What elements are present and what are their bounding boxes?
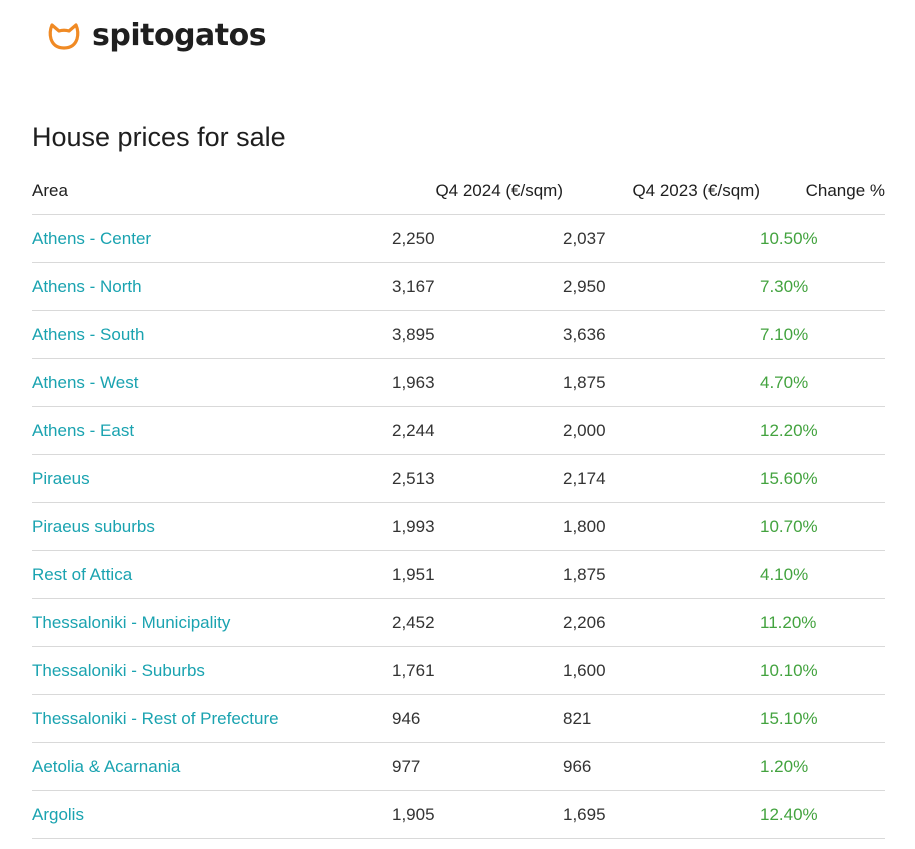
q4-2023-cell: 966 xyxy=(563,742,760,791)
area-link[interactable]: Rest of Attica xyxy=(32,564,133,584)
q4-2023-cell: 1,800 xyxy=(563,502,760,551)
q4-2024-cell: 977 xyxy=(392,742,563,791)
q4-2024-cell: 2,513 xyxy=(392,454,563,503)
area-link[interactable]: Thessaloniki - Rest of Prefecture xyxy=(32,708,279,728)
table-row: Athens - West 1,963 1,875 4.70% xyxy=(32,358,885,407)
q4-2024-cell: 1,963 xyxy=(392,358,563,407)
q4-2023-cell: 2,037 xyxy=(563,214,760,263)
area-cell: Athens - North xyxy=(32,262,392,311)
q4-2023-cell: 1,600 xyxy=(563,646,760,695)
q4-2024-cell: 946 xyxy=(392,694,563,743)
area-link[interactable]: Piraeus xyxy=(32,468,90,488)
change-cell: 10.50% xyxy=(760,214,885,263)
q4-2023-cell: 2,950 xyxy=(563,262,760,311)
area-cell: Athens - South xyxy=(32,310,392,359)
house-prices-table: Area Q4 2024 (€/sqm) Q4 2023 (€/sqm) Cha… xyxy=(32,168,885,839)
header-area: Area xyxy=(32,168,392,215)
table-row: Athens - Center 2,250 2,037 10.50% xyxy=(32,214,885,263)
area-link[interactable]: Athens - North xyxy=(32,276,142,296)
area-cell: Thessaloniki - Suburbs xyxy=(32,646,392,695)
change-cell: 10.10% xyxy=(760,646,885,695)
area-link[interactable]: Piraeus suburbs xyxy=(32,516,155,536)
q4-2024-cell: 1,905 xyxy=(392,790,563,839)
q4-2023-cell: 1,875 xyxy=(563,358,760,407)
area-cell: Argolis xyxy=(32,790,392,839)
table-row: Rest of Attica 1,951 1,875 4.10% xyxy=(32,550,885,599)
change-cell: 11.20% xyxy=(760,598,885,647)
table-row: Aetolia & Acarnania 977 966 1.20% xyxy=(32,742,885,791)
area-link[interactable]: Argolis xyxy=(32,804,84,824)
area-link[interactable]: Athens - Center xyxy=(32,228,152,248)
q4-2024-cell: 3,895 xyxy=(392,310,563,359)
q4-2024-cell: 2,250 xyxy=(392,214,563,263)
change-cell: 15.10% xyxy=(760,694,885,743)
area-link[interactable]: Athens - East xyxy=(32,420,135,440)
area-link[interactable]: Thessaloniki - Suburbs xyxy=(32,660,205,680)
q4-2024-cell: 2,452 xyxy=(392,598,563,647)
table-row: Thessaloniki - Municipality 2,452 2,206 11.… xyxy=(32,598,885,647)
area-link[interactable]: Aetolia & Acarnania xyxy=(32,756,181,776)
change-cell: 12.40% xyxy=(760,790,885,839)
cat-logo-icon xyxy=(48,22,80,50)
area-cell: Rest of Attica xyxy=(32,550,392,599)
area-cell: Aetolia & Acarnania xyxy=(32,742,392,791)
change-cell: 4.70% xyxy=(760,358,885,407)
q4-2023-cell: 1,875 xyxy=(563,550,760,599)
table-row: Argolis 1,905 1,695 12.40% xyxy=(32,790,885,839)
header-q4-2023: Q4 2023 (€/sqm) xyxy=(563,168,760,215)
table-row: Athens - North 3,167 2,950 7.30% xyxy=(32,262,885,311)
q4-2023-cell: 821 xyxy=(563,694,760,743)
table-row: Athens - South 3,895 3,636 7.10% xyxy=(32,310,885,359)
change-cell: 15.60% xyxy=(760,454,885,503)
header-q4-2024: Q4 2024 (€/sqm) xyxy=(392,168,563,215)
change-cell: 4.10% xyxy=(760,550,885,599)
q4-2024-cell: 1,993 xyxy=(392,502,563,551)
brand-name: spitogatos xyxy=(92,18,267,53)
area-link[interactable]: Athens - West xyxy=(32,372,139,392)
area-cell: Athens - West xyxy=(32,358,392,407)
area-cell: Piraeus xyxy=(32,454,392,503)
q4-2024-cell: 2,244 xyxy=(392,406,563,455)
q4-2023-cell: 2,206 xyxy=(563,598,760,647)
change-cell: 12.20% xyxy=(760,406,885,455)
area-link[interactable]: Thessaloniki - Municipality xyxy=(32,612,231,632)
header-change: Change % xyxy=(760,168,885,215)
q4-2023-cell: 3,636 xyxy=(563,310,760,359)
q4-2023-cell: 1,695 xyxy=(563,790,760,839)
table-row: Athens - East 2,244 2,000 12.20% xyxy=(32,406,885,455)
area-cell: Athens - Center xyxy=(32,214,392,263)
table-row: Piraeus suburbs 1,993 1,800 10.70% xyxy=(32,502,885,551)
area-cell: Thessaloniki - Rest of Prefecture xyxy=(32,694,392,743)
table-row: Thessaloniki - Suburbs 1,761 1,600 10.10% xyxy=(32,646,885,695)
q4-2024-cell: 3,167 xyxy=(392,262,563,311)
area-cell: Thessaloniki - Municipality xyxy=(32,598,392,647)
q4-2024-cell: 1,761 xyxy=(392,646,563,695)
area-cell: Athens - East xyxy=(32,406,392,455)
q4-2023-cell: 2,174 xyxy=(563,454,760,503)
change-cell: 7.10% xyxy=(760,310,885,359)
table-row: Piraeus 2,513 2,174 15.60% xyxy=(32,454,885,503)
q4-2023-cell: 2,000 xyxy=(563,406,760,455)
page-title: House prices for sale xyxy=(32,122,286,152)
q4-2024-cell: 1,951 xyxy=(392,550,563,599)
change-cell: 10.70% xyxy=(760,502,885,551)
table-header-row: Area Q4 2024 (€/sqm) Q4 2023 (€/sqm) Cha… xyxy=(32,168,885,215)
change-cell: 1.20% xyxy=(760,742,885,791)
area-link[interactable]: Athens - South xyxy=(32,324,145,344)
brand-logo[interactable]: spitogatos xyxy=(46,18,267,53)
change-cell: 7.30% xyxy=(760,262,885,311)
table-row: Thessaloniki - Rest of Prefecture 946 821 1… xyxy=(32,694,885,743)
area-cell: Piraeus suburbs xyxy=(32,502,392,551)
